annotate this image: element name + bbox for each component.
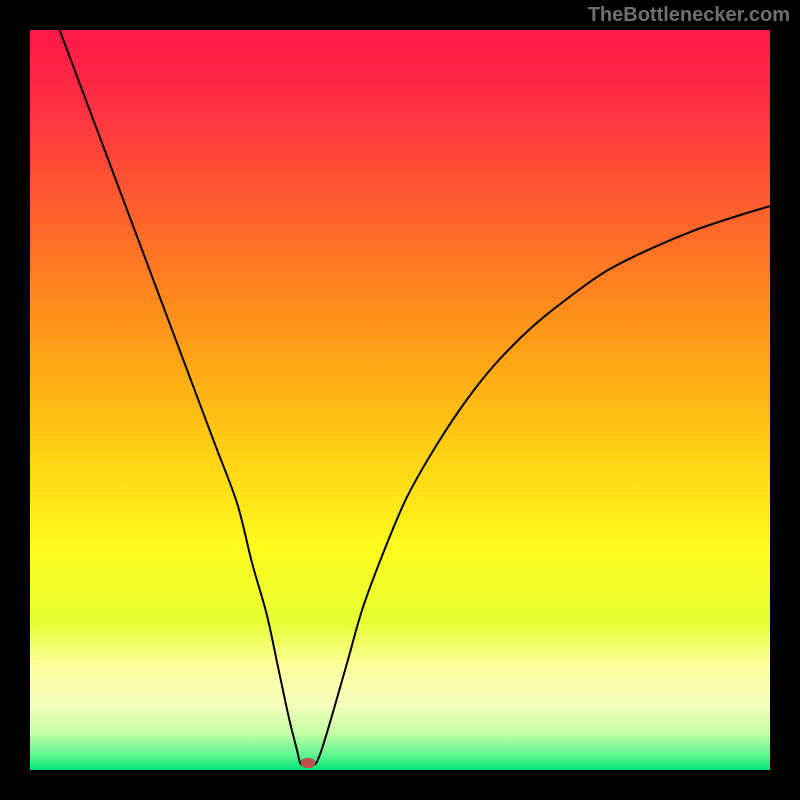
watermark-text: TheBottlenecker.com — [588, 4, 790, 27]
curve-layer — [30, 30, 770, 770]
optimum-marker — [301, 758, 315, 768]
gradient-background — [30, 30, 770, 770]
chart-plot-area — [30, 30, 770, 770]
